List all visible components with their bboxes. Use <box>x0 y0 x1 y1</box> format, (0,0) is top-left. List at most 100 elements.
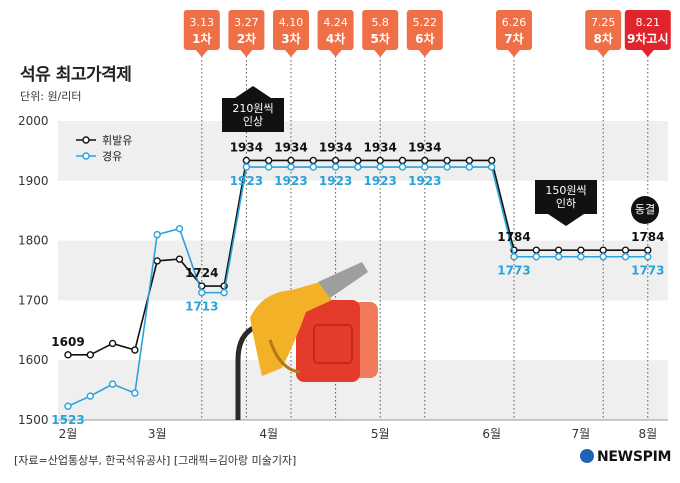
round-tag <box>317 10 354 50</box>
x-tick-label: 5월 <box>371 427 390 441</box>
freeze-callout-text: 동결 <box>634 203 656 216</box>
data-point-1 <box>131 389 139 397</box>
data-point-0 <box>309 156 317 165</box>
down-arrow-icon <box>548 214 584 226</box>
gasoline-data-label: 1934 <box>408 140 441 154</box>
data-point-0 <box>644 246 652 254</box>
x-tick-label: 6월 <box>482 427 501 441</box>
round-tag-pointer <box>195 50 208 57</box>
data-point-1 <box>175 224 184 233</box>
grid-band <box>58 121 668 181</box>
data-point-0 <box>287 156 295 165</box>
diesel-data-label: 1713 <box>185 300 218 314</box>
round-tag <box>273 10 309 50</box>
x-tick-label: 3월 <box>148 427 167 441</box>
data-point-0 <box>421 156 429 165</box>
y-tick-label: 1900 <box>18 174 49 188</box>
fuel-can-panel-icon <box>313 324 353 364</box>
data-point-1 <box>398 163 407 171</box>
diesel-data-label: 1923 <box>319 174 352 188</box>
round-date: 3.27 <box>234 16 259 29</box>
diesel-data-label: 1773 <box>497 264 530 278</box>
data-point-0 <box>265 156 273 165</box>
data-point-0 <box>354 156 362 165</box>
round-date: 4.24 <box>323 16 348 29</box>
gasoline-data-label: 1609 <box>51 335 84 349</box>
logo-text: NEWSPIM <box>597 449 672 465</box>
data-point-1 <box>331 163 340 171</box>
chart-title: 석유 최고가격제 <box>20 65 132 85</box>
gasoline-data-label: 1934 <box>230 140 263 154</box>
round-date: 5.8 <box>371 16 389 29</box>
data-point-1 <box>198 288 206 297</box>
round-tag <box>406 10 443 50</box>
round-tag-pointer <box>508 50 520 57</box>
gasoline-data-label: 1724 <box>185 266 218 280</box>
diesel-data-label: 1773 <box>631 264 664 278</box>
gasoline-data-label: 1784 <box>631 230 664 244</box>
data-point-0 <box>577 246 585 254</box>
round-date: 6.26 <box>502 16 527 29</box>
round-label: 5차 <box>371 31 390 46</box>
round-tag-pointer <box>641 50 654 57</box>
round-label: 3차 <box>281 31 300 46</box>
data-point-0 <box>554 246 563 254</box>
data-point-1 <box>108 380 117 388</box>
cut-callout-text: 150원씩 인하 <box>545 184 587 210</box>
data-point-0 <box>443 156 451 165</box>
round-tag <box>624 10 671 50</box>
fuel-nozzle-illustration <box>235 262 378 420</box>
data-point-0 <box>86 351 95 359</box>
gasoline-data-label: 1784 <box>497 230 530 244</box>
gasoline-data-label: 1934 <box>363 140 396 154</box>
diesel-data-label: 1923 <box>363 174 396 188</box>
round-label: 1차 <box>192 31 211 46</box>
round-tag <box>228 10 265 50</box>
round-date: 4.10 <box>279 16 304 29</box>
diesel-data-label: 1923 <box>408 174 441 188</box>
y-tick-label: 1800 <box>18 234 49 248</box>
diesel-data-label: 1523 <box>51 413 84 427</box>
data-point-1 <box>287 163 295 171</box>
diesel-data-label: 1923 <box>274 174 307 188</box>
round-label: 2차 <box>237 31 256 46</box>
data-point-0 <box>331 156 340 165</box>
logo-mark-icon <box>580 449 594 463</box>
data-point-0 <box>242 156 251 165</box>
data-point-1 <box>577 253 585 261</box>
fuel-can-front-icon <box>296 300 360 382</box>
round-tag-pointer <box>329 50 342 57</box>
y-tick-label: 1500 <box>18 413 49 427</box>
round-tag-pointer <box>597 50 610 57</box>
data-point-1 <box>644 253 652 261</box>
unit-label: 단위: 원/리터 <box>20 90 82 103</box>
round-date: 3.13 <box>190 16 215 29</box>
legend-marker <box>82 152 90 160</box>
data-point-0 <box>621 246 630 254</box>
data-point-1 <box>621 253 630 261</box>
data-point-1 <box>554 253 563 261</box>
legend-marker <box>82 136 90 144</box>
round-tag <box>585 10 622 50</box>
freeze-callout: 동결 <box>631 196 659 224</box>
round-date: 5.22 <box>413 16 438 29</box>
data-point-1 <box>599 253 607 261</box>
legend-label: 경유 <box>102 150 122 163</box>
data-point-0 <box>599 246 607 254</box>
round-tag-pointer <box>418 50 431 57</box>
x-tick-label: 7월 <box>572 427 591 441</box>
y-tick-label: 1600 <box>18 353 49 367</box>
nozzle-body-icon <box>250 282 332 376</box>
round-tag-pointer <box>374 50 387 57</box>
data-point-0 <box>465 156 474 165</box>
x-tick-label: 2월 <box>59 427 78 441</box>
round-date: 7.25 <box>591 16 616 29</box>
round-label: 6차 <box>415 31 434 46</box>
data-point-1 <box>265 163 273 171</box>
y-tick-label: 1700 <box>18 293 49 307</box>
data-point-1 <box>309 163 317 171</box>
data-point-1 <box>421 163 429 171</box>
diesel-data-label: 1923 <box>230 174 263 188</box>
